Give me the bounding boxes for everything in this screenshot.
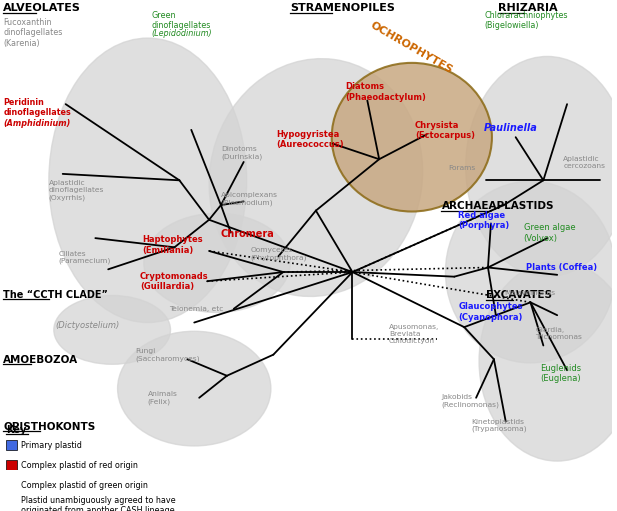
Text: Primary plastid: Primary plastid xyxy=(21,440,82,450)
Text: Apicomplexans
(Plasmodium): Apicomplexans (Plasmodium) xyxy=(221,192,278,206)
Ellipse shape xyxy=(49,38,247,322)
Bar xyxy=(6,480,17,491)
Text: Diatoms
(Phaeodactylum): Diatoms (Phaeodactylum) xyxy=(346,82,426,102)
Ellipse shape xyxy=(118,331,271,446)
Text: Fungi
(Saccharomyces): Fungi (Saccharomyces) xyxy=(135,348,199,362)
Text: Forams: Forams xyxy=(449,165,476,171)
Bar xyxy=(6,440,17,450)
Text: Green
dinoflagellates: Green dinoflagellates xyxy=(152,11,211,30)
Text: Telonemia, etc: Telonemia, etc xyxy=(170,306,224,312)
Text: Green algae
(Volvox): Green algae (Volvox) xyxy=(524,223,575,243)
Text: Giardia,
Trichomonas: Giardia, Trichomonas xyxy=(536,327,582,340)
Ellipse shape xyxy=(466,56,617,276)
Bar xyxy=(6,501,17,510)
Text: Peridinin
dinoflagellates: Peridinin dinoflagellates xyxy=(3,98,71,117)
Ellipse shape xyxy=(209,59,423,296)
Text: Ciliates
(Paramecium): Ciliates (Paramecium) xyxy=(59,251,111,265)
Text: Aplastidic
dinoflagellates
(Oxyrrhis): Aplastidic dinoflagellates (Oxyrrhis) xyxy=(49,180,104,201)
Text: Chromera: Chromera xyxy=(221,229,275,239)
Text: The “CCTH CLADE”: The “CCTH CLADE” xyxy=(3,290,108,300)
Text: Plastid unambiguously agreed to have
originated from another CASH lineage: Plastid unambiguously agreed to have ori… xyxy=(21,496,176,511)
Text: Apusomonas,
Breviata
Collodictyon: Apusomonas, Breviata Collodictyon xyxy=(389,324,439,344)
Bar xyxy=(6,460,17,470)
Text: (Lepidodinium): (Lepidodinium) xyxy=(152,29,212,38)
Text: Red algae
(Porphyra): Red algae (Porphyra) xyxy=(458,211,510,230)
Ellipse shape xyxy=(332,63,492,212)
Text: Complex plastid of green origin: Complex plastid of green origin xyxy=(21,481,148,490)
Text: Complex plastid of red origin: Complex plastid of red origin xyxy=(21,461,138,470)
Text: Chrysista
(Ectocarpus): Chrysista (Ectocarpus) xyxy=(415,121,474,140)
Text: Cryptomonads
(Guillardia): Cryptomonads (Guillardia) xyxy=(140,272,209,291)
Text: Animals
(Felix): Animals (Felix) xyxy=(147,391,178,405)
Text: Euglenids
(Euglena): Euglenids (Euglena) xyxy=(540,364,581,383)
Ellipse shape xyxy=(144,214,290,312)
Text: Kinetoplastids
(Trypanosoma): Kinetoplastids (Trypanosoma) xyxy=(471,419,527,432)
Ellipse shape xyxy=(479,261,617,461)
Text: Jakobids
(Reclinomonas): Jakobids (Reclinomonas) xyxy=(442,394,500,408)
Text: EXCAVATES: EXCAVATES xyxy=(486,290,552,300)
Text: ALVEOLATES: ALVEOLATES xyxy=(3,3,81,13)
Text: Haptophytes
(Emiliania): Haptophytes (Emiliania) xyxy=(142,236,202,255)
Text: STRAMENOPILES: STRAMENOPILES xyxy=(290,3,395,13)
Text: (Dictyostelium): (Dictyostelium) xyxy=(56,321,120,330)
Text: Hypogyristea
(Aureococcus): Hypogyristea (Aureococcus) xyxy=(276,130,344,149)
Text: Malawimonas: Malawimonas xyxy=(504,290,555,296)
Text: Plants (Coffea): Plants (Coffea) xyxy=(526,263,597,272)
Ellipse shape xyxy=(54,295,170,364)
Text: Dinotoms
(Durinskia): Dinotoms (Durinskia) xyxy=(221,146,262,160)
Text: Aplastidic
cercozoans: Aplastidic cercozoans xyxy=(563,155,605,169)
Text: RHIZARIA: RHIZARIA xyxy=(498,3,558,13)
Text: Glaucophytes
(Cyanophora): Glaucophytes (Cyanophora) xyxy=(458,303,523,322)
Text: Fucoxanthin
dinoflagellates
(Karenia): Fucoxanthin dinoflagellates (Karenia) xyxy=(3,18,63,48)
Text: ARCHAEAPLASTIDS: ARCHAEAPLASTIDS xyxy=(442,201,554,212)
Text: (Amphidinium): (Amphidinium) xyxy=(3,119,70,128)
Text: AMOEBOZOA: AMOEBOZOA xyxy=(3,355,78,365)
Text: Key: Key xyxy=(6,425,27,435)
Text: Paulinella: Paulinella xyxy=(484,123,538,132)
Text: OPISTHOKONTS: OPISTHOKONTS xyxy=(3,422,96,432)
Text: Chlorarachniophytes
(Bigelowiella): Chlorarachniophytes (Bigelowiella) xyxy=(484,11,568,30)
Text: Oomycetes
(Phytophthora): Oomycetes (Phytophthora) xyxy=(251,247,307,261)
Ellipse shape xyxy=(445,181,616,363)
Text: OCHROPHYTES: OCHROPHYTES xyxy=(369,20,455,75)
